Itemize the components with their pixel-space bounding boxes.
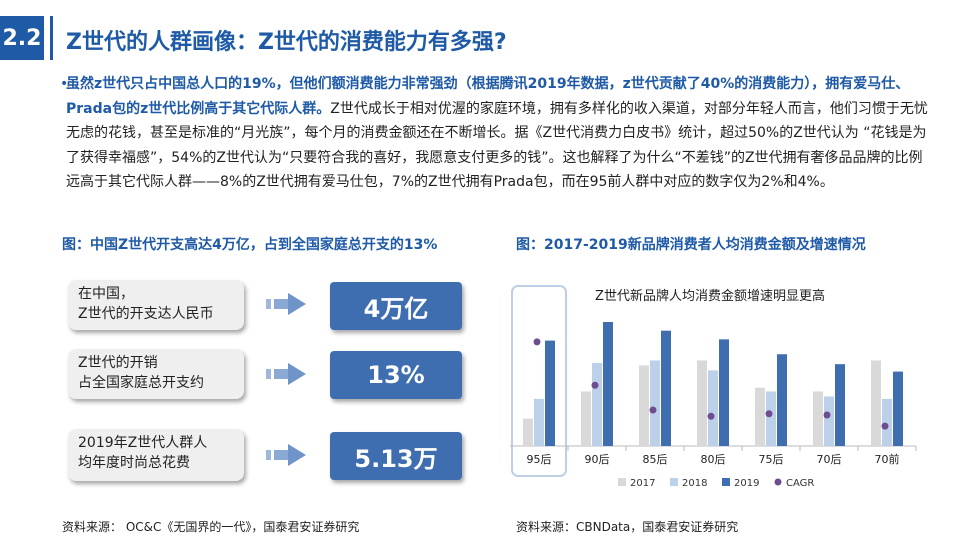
stat-label-3: 2019年Z世代人群人 均年度时尚总花费 — [78, 435, 208, 471]
bar-2018-95后 — [534, 398, 544, 446]
body-bold-text: 虽然z世代只占中国总人口的19%，但他们额消费能力非常强劲（根据腾讯2019年数… — [66, 76, 910, 117]
legend-label-2017: 2017 — [630, 478, 655, 489]
stat-label-1: 在中国， Z世代的开支达人民币 — [78, 286, 214, 322]
legend-swatch-cagr — [774, 478, 782, 486]
arrow-right-icon — [266, 293, 306, 315]
page-title: Z世代的人群画像：Z世代的消费能力有多强? — [66, 30, 507, 55]
bar-2017-75后 — [755, 387, 765, 446]
figure-left-source: 资料来源： OC&C《无国界的一代》，国泰君安证券研究 — [62, 520, 360, 534]
bar-2017-80后 — [697, 360, 707, 446]
bar-2018-85后 — [650, 360, 660, 446]
legend-label-2018: 2018 — [682, 478, 707, 489]
x-tick-label: 70前 — [875, 452, 900, 466]
bar-2019-95后 — [545, 340, 555, 446]
stat-label-box-1: 在中国， Z世代的开支达人民币 — [68, 280, 244, 330]
bullet-marker: • — [60, 76, 69, 92]
bar-2018-90后 — [592, 362, 602, 446]
bar-2018-75后 — [766, 391, 776, 446]
bar-2019-85后 — [661, 330, 671, 446]
highlight-box — [511, 285, 567, 477]
bar-2019-70后 — [835, 364, 845, 446]
legend-swatch-2018 — [670, 478, 678, 486]
stat-label-2: Z世代的开销 占全国家庭总开支约 — [78, 355, 204, 391]
bar-2018-80后 — [708, 370, 718, 446]
arrow-right-icon — [266, 363, 306, 385]
x-tick-label: 95后 — [527, 453, 552, 466]
legend-swatch-2017 — [618, 478, 626, 486]
stat-label-box-3: 2019年Z世代人群人 均年度时尚总花费 — [68, 429, 244, 481]
bar-2017-95后 — [523, 418, 533, 446]
x-tick-label: 80后 — [701, 453, 726, 466]
bar-2017-90后 — [581, 391, 591, 446]
figure-right-title: 图：2017-2019新品牌消费者人均消费金额及增速情况 — [516, 237, 866, 253]
bar-2018-70前 — [882, 398, 892, 446]
x-tick-label: 90后 — [585, 453, 610, 466]
section-divider — [50, 16, 53, 60]
bar-2019-75后 — [777, 354, 787, 446]
cagr-point-75后 — [765, 410, 773, 418]
legend-swatch-2019 — [722, 478, 730, 486]
legend-label-2019: 2019 — [734, 478, 759, 489]
bar-2017-85后 — [639, 365, 649, 446]
arrow-right-icon — [266, 444, 306, 466]
chart-title: Z世代新品牌人均消费金额增速明显更高 — [595, 288, 825, 304]
body-normal-text: Z世代成长于相对优渥的家庭环境，拥有多样化的收入渠道，对部分年轻人而言，他们习惯… — [66, 100, 928, 191]
stat-label-box-2: Z世代的开销 占全国家庭总开支约 — [68, 349, 244, 399]
x-tick-label: 70后 — [817, 453, 842, 466]
x-tick-label: 75后 — [759, 453, 784, 466]
stat-value-box-3: 5.13万 — [330, 432, 462, 480]
cagr-point-70后 — [823, 411, 831, 419]
legend-label-cagr: CAGR — [786, 478, 814, 489]
x-tick-label: 85后 — [643, 453, 668, 466]
body-paragraph: 虽然z世代只占中国总人口的19%，但他们额消费能力非常强劲（根据腾讯2019年数… — [66, 72, 934, 195]
figure-left-title: 图：中国Z世代开支高达4万亿，占到全国家庭总开支的13% — [62, 237, 438, 253]
cagr-point-90后 — [591, 381, 599, 389]
cagr-point-95后 — [533, 338, 541, 346]
cagr-point-70前 — [881, 422, 889, 430]
stat-value-box-1: 4万亿 — [330, 282, 462, 330]
bar-2018-70后 — [824, 396, 834, 446]
cagr-point-80后 — [707, 412, 715, 420]
bar-2019-70前 — [893, 371, 903, 446]
bar-2017-70前 — [871, 360, 881, 446]
section-number: 2.2 — [0, 16, 44, 60]
brand-spend-chart: Z世代新品牌人均消费金额增速明显更高 95后 90后 85后 80后 75后 70后 70前 2… — [510, 285, 917, 489]
cagr-point-85后 — [649, 406, 657, 414]
bar-2017-70后 — [813, 391, 823, 446]
figure-right-source: 资料来源：CBNData，国泰君安证券研究 — [516, 520, 739, 534]
bar-2019-80后 — [719, 339, 729, 446]
bar-2019-90后 — [603, 322, 613, 446]
stat-value-box-2: 13% — [330, 351, 462, 399]
